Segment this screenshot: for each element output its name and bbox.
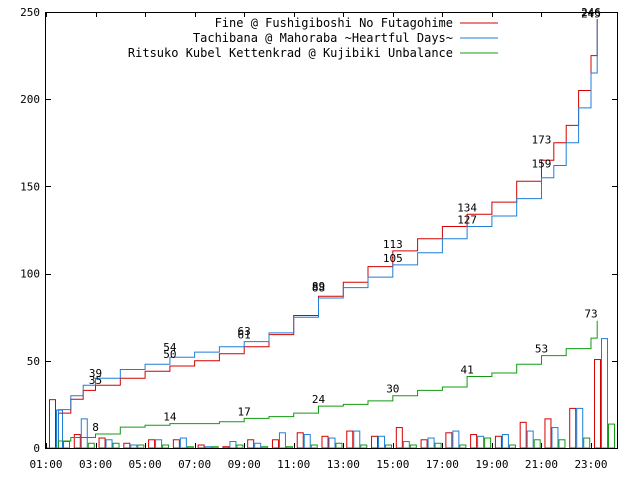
data-label: 41: [461, 363, 474, 376]
x-tick-label: 03:00: [79, 458, 112, 471]
cumulative-lines: [46, 19, 598, 449]
data-label: 105: [383, 252, 403, 265]
x-tick-label: 21:00: [525, 458, 558, 471]
x-tick-label: 17:00: [426, 458, 459, 471]
data-label: 127: [457, 214, 477, 227]
x-tick-label: 07:00: [178, 458, 211, 471]
data-label: 134: [457, 201, 477, 214]
legend-label-1: Fine @ Fushigiboshi No Futagohime: [215, 16, 453, 30]
y-tick-label: 100: [20, 268, 40, 281]
x-tick-label: 05:00: [129, 458, 162, 471]
data-label: 30: [386, 383, 399, 396]
y-tick-label: 0: [33, 442, 40, 455]
x-tick-label: 23:00: [574, 458, 607, 471]
data-label: 39: [89, 367, 102, 380]
data-label: 159: [532, 158, 552, 171]
data-label: 14: [163, 411, 177, 424]
data-label: 8: [92, 421, 99, 434]
x-tick-label: 01:00: [29, 458, 62, 471]
data-label: 173: [532, 133, 552, 146]
series-line-3: [46, 320, 598, 449]
data-label: 50: [163, 348, 176, 361]
axes: 0 50 100 150 200 250 01:00 03:00 05:00 07:00 09:00…: [20, 6, 617, 471]
legend-label-3: Ritsuko Kubel Kettenkrad @ Kujibiki Unba…: [128, 46, 453, 60]
y-tick-label: 200: [20, 93, 40, 106]
data-label: 24: [312, 393, 326, 406]
series-line-2: [46, 20, 598, 449]
data-label: 35: [89, 374, 102, 387]
x-tick-label: 15:00: [376, 458, 409, 471]
data-label: 89: [312, 280, 325, 293]
point-labels: 3954638911313417324635506188105127159245…: [89, 6, 601, 434]
x-tick-label: 19:00: [475, 458, 508, 471]
data-label: 73: [584, 308, 597, 321]
plot-frame: [45, 12, 618, 449]
legend: Fine @ Fushigiboshi No Futagohime Tachib…: [128, 16, 498, 60]
data-label: 54: [163, 341, 177, 354]
y-tick-label: 150: [20, 180, 40, 193]
y-tick-label: 50: [27, 355, 40, 368]
data-label: 61: [238, 329, 251, 342]
data-label: 88: [312, 282, 325, 295]
data-label: 53: [535, 343, 548, 356]
x-tick-label: 09:00: [228, 458, 261, 471]
x-tick-label: 13:00: [327, 458, 360, 471]
x-tick-label: 11:00: [277, 458, 310, 471]
data-label: 113: [383, 238, 403, 251]
legend-label-2: Tachibana @ Mahoraba ~Heartful Days~: [193, 31, 453, 45]
data-label: 63: [238, 325, 251, 338]
y-tick-label: 250: [20, 6, 40, 19]
data-label: 17: [238, 405, 251, 418]
